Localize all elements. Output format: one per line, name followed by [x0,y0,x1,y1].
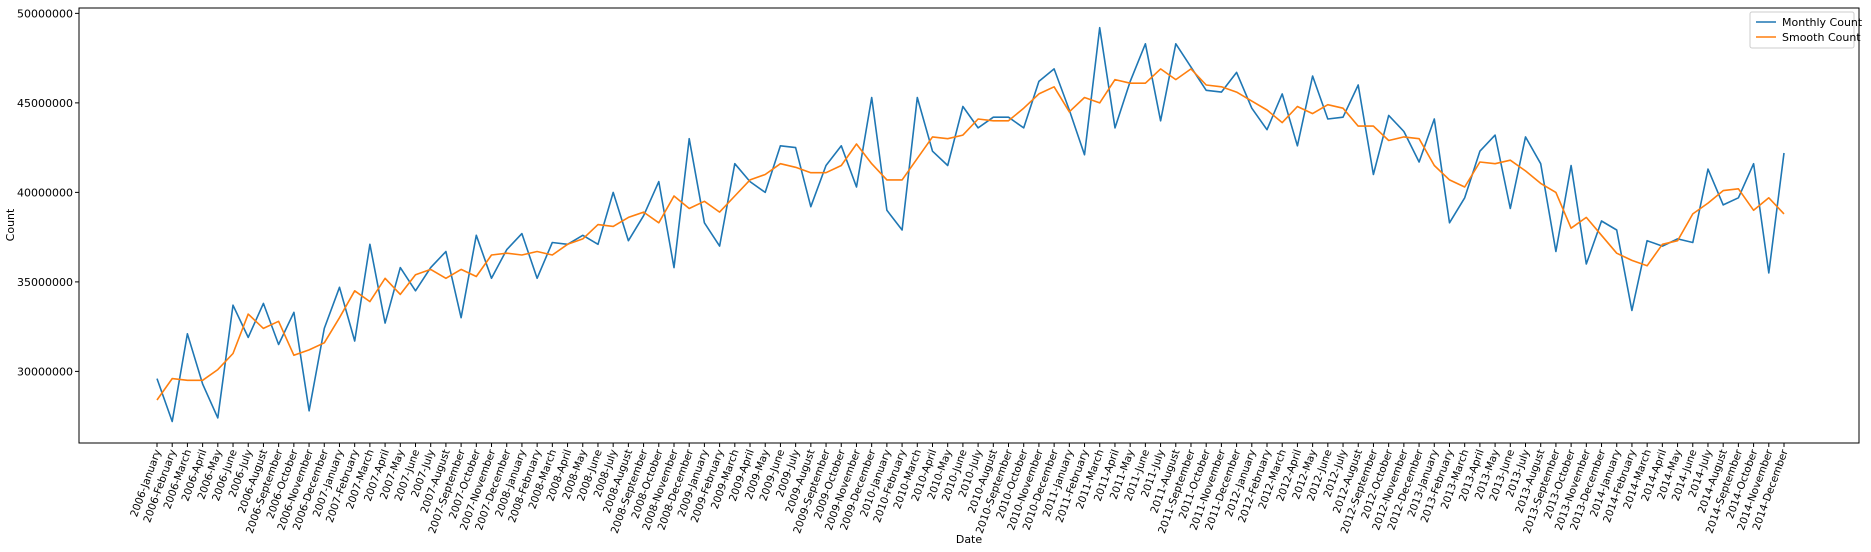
y-axis: 30000000 35000000 40000000 45000000 50000000 [17,7,79,378]
series-line-smooth-count [156,68,1785,401]
y-tick-label: 35000000 [17,276,73,289]
y-tick-label: 40000000 [17,186,73,199]
legend-label: Monthly Count [1782,16,1863,29]
plot-area-frame [78,7,1860,444]
legend: Monthly Count Smooth Count [1749,11,1863,49]
y-tick-label: 30000000 [17,365,73,378]
legend-label: Smooth Count [1782,31,1861,44]
legend-frame [1749,11,1855,49]
y-tick-label: 45000000 [17,97,73,110]
series-layer [156,26,1785,423]
y-tick-label: 50000000 [17,7,73,20]
x-axis-label: Date [956,533,983,546]
y-axis-label: Count [4,208,17,241]
series-line-monthly-count [156,26,1785,423]
